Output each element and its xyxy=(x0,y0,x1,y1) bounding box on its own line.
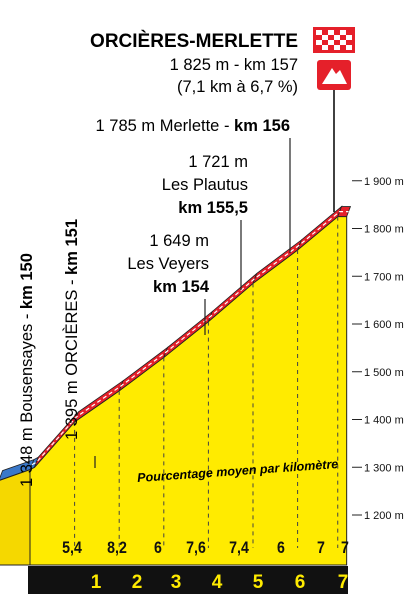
finish-title: ORCIÈRES-MERLETTE xyxy=(90,30,298,52)
gradient-value: 6 xyxy=(154,539,162,557)
gradient-value: 7,4 xyxy=(229,539,249,557)
profile-left-face xyxy=(0,468,31,566)
finish-climb-stats: (7,1 km à 6,7 %) xyxy=(177,78,298,96)
y-tick-label: 1 800 m xyxy=(364,224,404,236)
veyers-km: km 154 xyxy=(153,278,210,296)
km-tick-label: 6 xyxy=(295,572,306,593)
km-tick-label: 3 xyxy=(171,572,182,593)
plautus-name: Les Plautus xyxy=(162,176,248,194)
climb-band-segment xyxy=(337,206,352,217)
y-tick-label: 1 500 m xyxy=(364,367,404,379)
gradient-value: 8,2 xyxy=(107,539,127,557)
km-tick-label: 4 xyxy=(212,572,223,593)
km-tick-label: 1 xyxy=(91,572,102,593)
merlette-callout: 1 785 m Merlette - km 156 xyxy=(96,117,291,253)
y-tick-label: 1 700 m xyxy=(364,271,404,283)
gradient-value: 7 xyxy=(317,539,325,557)
gradient-value: 5,4 xyxy=(62,539,82,557)
veyers-name: Les Veyers xyxy=(127,255,209,273)
plautus-km: km 155,5 xyxy=(178,199,248,217)
orcieres-label: 1 395 m ORCIÈRES - km 151 xyxy=(62,219,81,440)
plautus-callout: 1 721 m Les Plautus km 155,5 xyxy=(162,153,248,290)
merlette-label: 1 785 m Merlette - km 156 xyxy=(96,117,290,135)
finish-flag-icon xyxy=(313,27,355,53)
distance-base xyxy=(28,566,348,594)
y-tick-label: 1 900 m xyxy=(364,176,404,188)
y-tick-label: 1 400 m xyxy=(364,415,404,427)
y-tick-label: 1 300 m xyxy=(364,462,404,474)
veyers-callout: 1 649 m Les Veyers km 154 xyxy=(127,232,210,335)
finish-altitude-km: 1 825 m - km 157 xyxy=(170,56,298,74)
km-tick-label: 2 xyxy=(132,572,143,593)
gradient-value: 7,6 xyxy=(186,539,206,557)
plautus-altitude: 1 721 m xyxy=(188,153,248,171)
road-centerline xyxy=(31,211,349,466)
gradient-value: 7 xyxy=(341,539,349,557)
veyers-altitude: 1 649 m xyxy=(149,232,209,250)
y-tick-label: 1 200 m xyxy=(364,510,404,522)
km-tick-label: 7 xyxy=(338,572,349,593)
bousensayes-label: 1 348 m Bousensayes - km 150 xyxy=(18,253,36,487)
mountain-finish-icon xyxy=(317,60,351,212)
gradient-value: 6 xyxy=(277,539,285,557)
km-tick-label: 5 xyxy=(253,572,264,593)
y-tick-label: 1 600 m xyxy=(364,319,404,331)
